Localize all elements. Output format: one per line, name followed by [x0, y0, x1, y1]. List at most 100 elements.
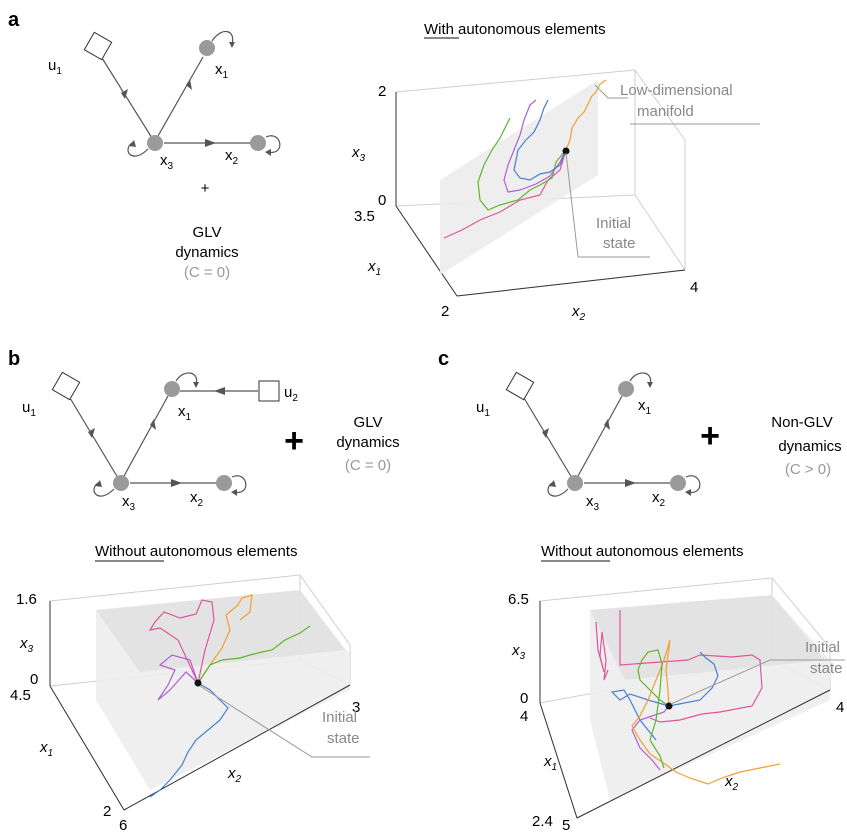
tick-x3-min-c: 0 — [520, 690, 528, 707]
node-label-x1-b: x1 — [178, 403, 192, 423]
axis-label-x1-b: x1 — [39, 739, 53, 759]
dynamics-line1-b: GLV — [354, 414, 383, 431]
manifold-label-line1-a: Low-dimensional — [620, 82, 733, 99]
dynamics-condition-c: (C > 0) — [785, 461, 831, 478]
node-label-x2-c: x2 — [652, 489, 666, 509]
edge-u1-x3 — [523, 397, 573, 479]
panel-c: c u1 x1 x3 x2 + Non-GLV dynamics — [438, 348, 845, 834]
plot-top-b — [96, 590, 345, 672]
dynamics-line1-a: GLV — [193, 224, 222, 241]
self-loop-x2 — [685, 475, 701, 493]
arrow-head — [647, 382, 653, 388]
edge-u1-x3 — [101, 57, 153, 139]
tick-x3-min-b: 0 — [30, 671, 38, 688]
self-loop-x2 — [231, 475, 247, 493]
panel-a: a u1 x1 x3 x2 + GLV dynamics — [8, 9, 760, 323]
axis-label-x2-b: x2 — [227, 765, 242, 785]
self-loop-x2 — [265, 135, 281, 153]
trajectory-purple-a — [503, 99, 567, 193]
tick-x2-min-b: 6 — [119, 817, 127, 832]
manifold-label-line2-a: manifold — [637, 103, 694, 120]
trajectory-green-a — [477, 117, 567, 211]
species-node-x1 — [618, 381, 634, 397]
network-c: u1 x1 x3 x2 — [476, 371, 701, 513]
dynamics-line2-a: dynamics — [175, 244, 238, 261]
arrow-head — [88, 428, 95, 438]
axis-x1-b — [49, 685, 125, 811]
initial-state-dot-b — [194, 679, 202, 687]
manifold-leader-a — [594, 84, 628, 99]
panel-label-c: c — [438, 348, 449, 370]
species-node-x2 — [250, 135, 266, 151]
arrow-head — [121, 89, 128, 99]
species-node-x3 — [147, 135, 163, 151]
trajectory-green-c — [637, 649, 670, 769]
trajectory-orange-b — [197, 594, 253, 684]
plot-title-a: With autonomous elements — [424, 21, 606, 38]
node-label-x2: x2 — [225, 147, 239, 167]
input-node-u1 — [505, 371, 535, 401]
arrow-head — [150, 419, 156, 430]
tick-x3-max-a: 2 — [378, 83, 386, 100]
initial-state-leader-c — [670, 659, 845, 705]
axis-label-x3-b: x3 — [19, 635, 34, 655]
self-loop-x1 — [175, 372, 198, 385]
plot-top-c — [590, 595, 825, 680]
dynamics-condition-a: (C = 0) — [184, 264, 230, 281]
node-label-x3: x3 — [160, 152, 174, 172]
network-a: u1 x1 x3 x2 — [48, 31, 281, 172]
tick-x3-min-a: 0 — [378, 192, 386, 209]
axis-label-x1-c: x1 — [543, 753, 557, 773]
tick-x2-min-c: 5 — [562, 817, 570, 832]
tick-x2-max-c: 4 — [836, 699, 844, 716]
tick-x1-max-a: 3.5 — [354, 208, 375, 225]
axis-label-x2-a: x2 — [571, 303, 586, 323]
node-label-u1-b: u1 — [22, 399, 36, 419]
arrow-head — [231, 489, 237, 496]
trajectory-pink-b — [148, 599, 215, 684]
trajectory-blue-c2 — [610, 689, 670, 741]
plot-b: 1.6 0 4.5 2 6 3 x3 x1 x2 Initial state — [10, 574, 370, 834]
plot-title-c: Without autonomous elements — [541, 543, 743, 560]
edge-u1-x3 — [69, 397, 119, 479]
self-loop-x1 — [629, 372, 652, 385]
edge-x3-x1 — [577, 395, 623, 477]
arrow-head — [193, 382, 199, 388]
initial-label-line1-b: Initial — [322, 709, 357, 726]
edge-x3-x1 — [157, 56, 204, 137]
dynamics-line2-b: dynamics — [336, 434, 399, 451]
panel-b: b u1 u2 x1 x3 x2 — [8, 348, 400, 834]
arrow-head — [604, 419, 610, 430]
initial-label-line1-a: Initial — [596, 215, 631, 232]
trajectory-blue-a — [513, 99, 567, 181]
panel-label-b: b — [8, 348, 20, 370]
plot-title-b: Without autonomous elements — [95, 543, 297, 560]
plot-c: 6.5 0 4 2.4 5 4 x3 x1 x2 Initial state — [508, 577, 845, 834]
arrow-head — [549, 480, 556, 487]
tick-x1-max-b: 4.5 — [10, 687, 31, 704]
species-node-x3 — [567, 475, 583, 491]
tick-x1-min-c: 2.4 — [532, 813, 553, 830]
axis-label-x3-a: x3 — [351, 144, 366, 164]
arrow-head — [229, 42, 235, 48]
axis-x1-c — [539, 702, 578, 819]
initial-label-line2-b: state — [327, 730, 360, 747]
edge-x3-x1 — [123, 395, 169, 477]
trajectory-pink-c1 — [595, 621, 609, 681]
arrow-head — [214, 387, 225, 395]
species-node-x2 — [216, 475, 232, 491]
plus-sign-c: + — [700, 417, 720, 455]
initial-state-dot-c — [665, 702, 673, 710]
node-label-u1-c: u1 — [476, 399, 490, 419]
axis-x2-c — [576, 689, 831, 819]
node-label-x3-b: x3 — [122, 493, 136, 513]
axis-x1-a — [395, 205, 458, 297]
initial-label-line2-c: state — [810, 660, 843, 677]
dynamics-line1-c: Non-GLV — [771, 414, 832, 431]
initial-label-line2-a: state — [603, 235, 636, 252]
node-label-u2-b: u2 — [284, 384, 298, 404]
arrow-head — [685, 489, 691, 496]
arrow-head — [129, 140, 136, 147]
node-label-x1-c: x1 — [638, 397, 652, 417]
